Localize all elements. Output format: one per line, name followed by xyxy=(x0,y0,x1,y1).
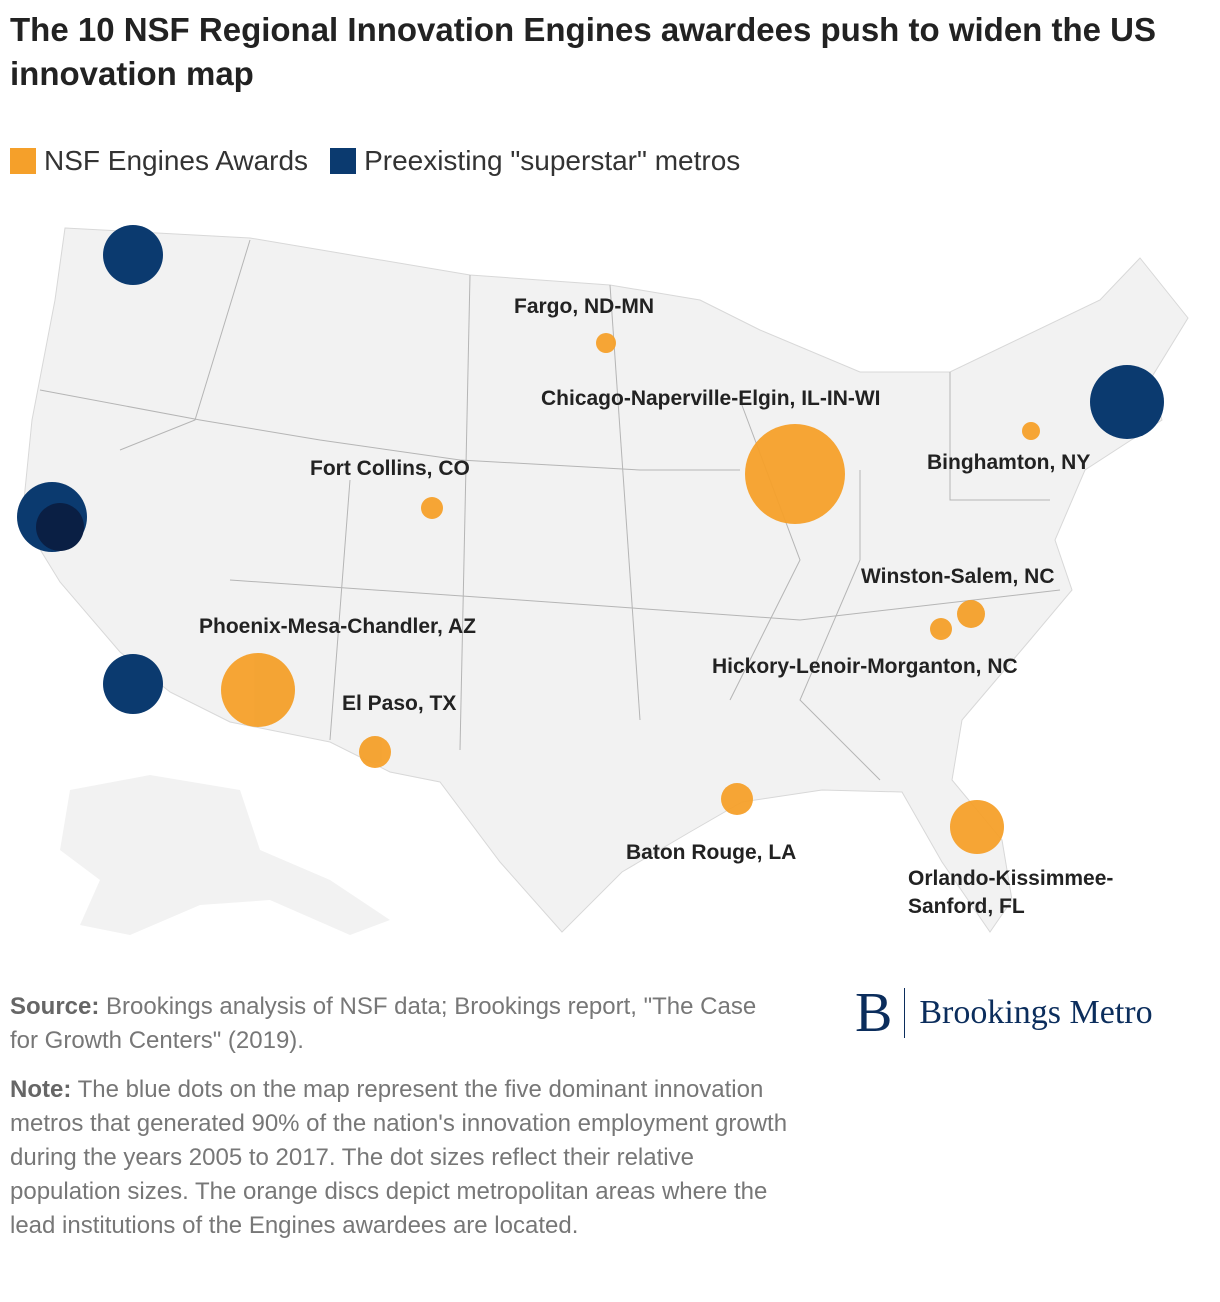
legend-item: Preexisting "superstar" metros xyxy=(330,145,740,177)
legend-label: Preexisting "superstar" metros xyxy=(364,145,741,176)
awardee-disc xyxy=(930,618,952,640)
title: The 10 NSF Regional Innovation Engines a… xyxy=(10,11,1157,92)
awardee-disc xyxy=(957,600,985,628)
metro-superstar xyxy=(103,654,163,714)
alaska xyxy=(60,775,390,935)
state-lines xyxy=(39,239,1061,781)
city-label: Fort Collins, CO xyxy=(310,457,470,480)
legend-label: NSF Engines Awards xyxy=(44,145,309,176)
source: Source: Brookings analysis of NSF data; … xyxy=(10,990,770,1058)
metro-superstar-inner xyxy=(36,503,84,551)
legend: NSF Engines Awards Preexisting "supersta… xyxy=(10,145,740,177)
logo-text: Brookings Metro xyxy=(919,994,1153,1031)
awardee-disc xyxy=(596,333,616,353)
city-label: Winston-Salem, NC xyxy=(861,565,1055,588)
city-label: El Paso, TX xyxy=(342,692,456,715)
city-label: Chicago-Naperville-Elgin, IL-IN-WI xyxy=(541,387,881,410)
source-label: Source: xyxy=(10,993,100,1020)
note-text: The blue dots on the map represent the f… xyxy=(10,1076,788,1239)
awardee-disc xyxy=(721,783,753,815)
map: Fargo, ND-MN Chicago-Naperville-Elgin, I… xyxy=(17,225,1189,935)
logo: B Brookings Metro xyxy=(855,985,1153,1041)
awardee-disc xyxy=(359,736,391,768)
logo-divider xyxy=(904,988,906,1038)
awardee-disc xyxy=(950,800,1004,854)
city-label: Binghamton, NY xyxy=(927,451,1090,474)
metro-superstar xyxy=(103,225,163,285)
city-label: Baton Rouge, LA xyxy=(626,841,796,864)
city-label: Fargo, ND-MN xyxy=(514,295,654,318)
legend-item: NSF Engines Awards xyxy=(10,145,308,177)
awardee-disc xyxy=(221,653,295,727)
legend-swatch xyxy=(10,148,36,174)
legend-swatch xyxy=(330,148,357,174)
city-label: Hickory-Lenoir-Morganton, NC xyxy=(712,655,1018,678)
metro-superstar xyxy=(1090,365,1164,439)
city-label: Sanford, FL xyxy=(908,895,1025,918)
source-text: Brookings analysis of NSF data; Brooking… xyxy=(10,993,757,1054)
awardee-disc xyxy=(1022,422,1040,440)
note: Note: The blue dots on the map represent… xyxy=(10,1073,810,1243)
awardee-disc xyxy=(745,424,845,524)
awardee-disc xyxy=(421,497,443,519)
city-label: Orlando-Kissimmee- xyxy=(908,867,1113,890)
us-outline xyxy=(21,227,1189,933)
note-label: Note: xyxy=(10,1076,72,1103)
logo-mark: B xyxy=(855,982,893,1044)
city-label: Phoenix-Mesa-Chandler, AZ xyxy=(199,615,476,638)
